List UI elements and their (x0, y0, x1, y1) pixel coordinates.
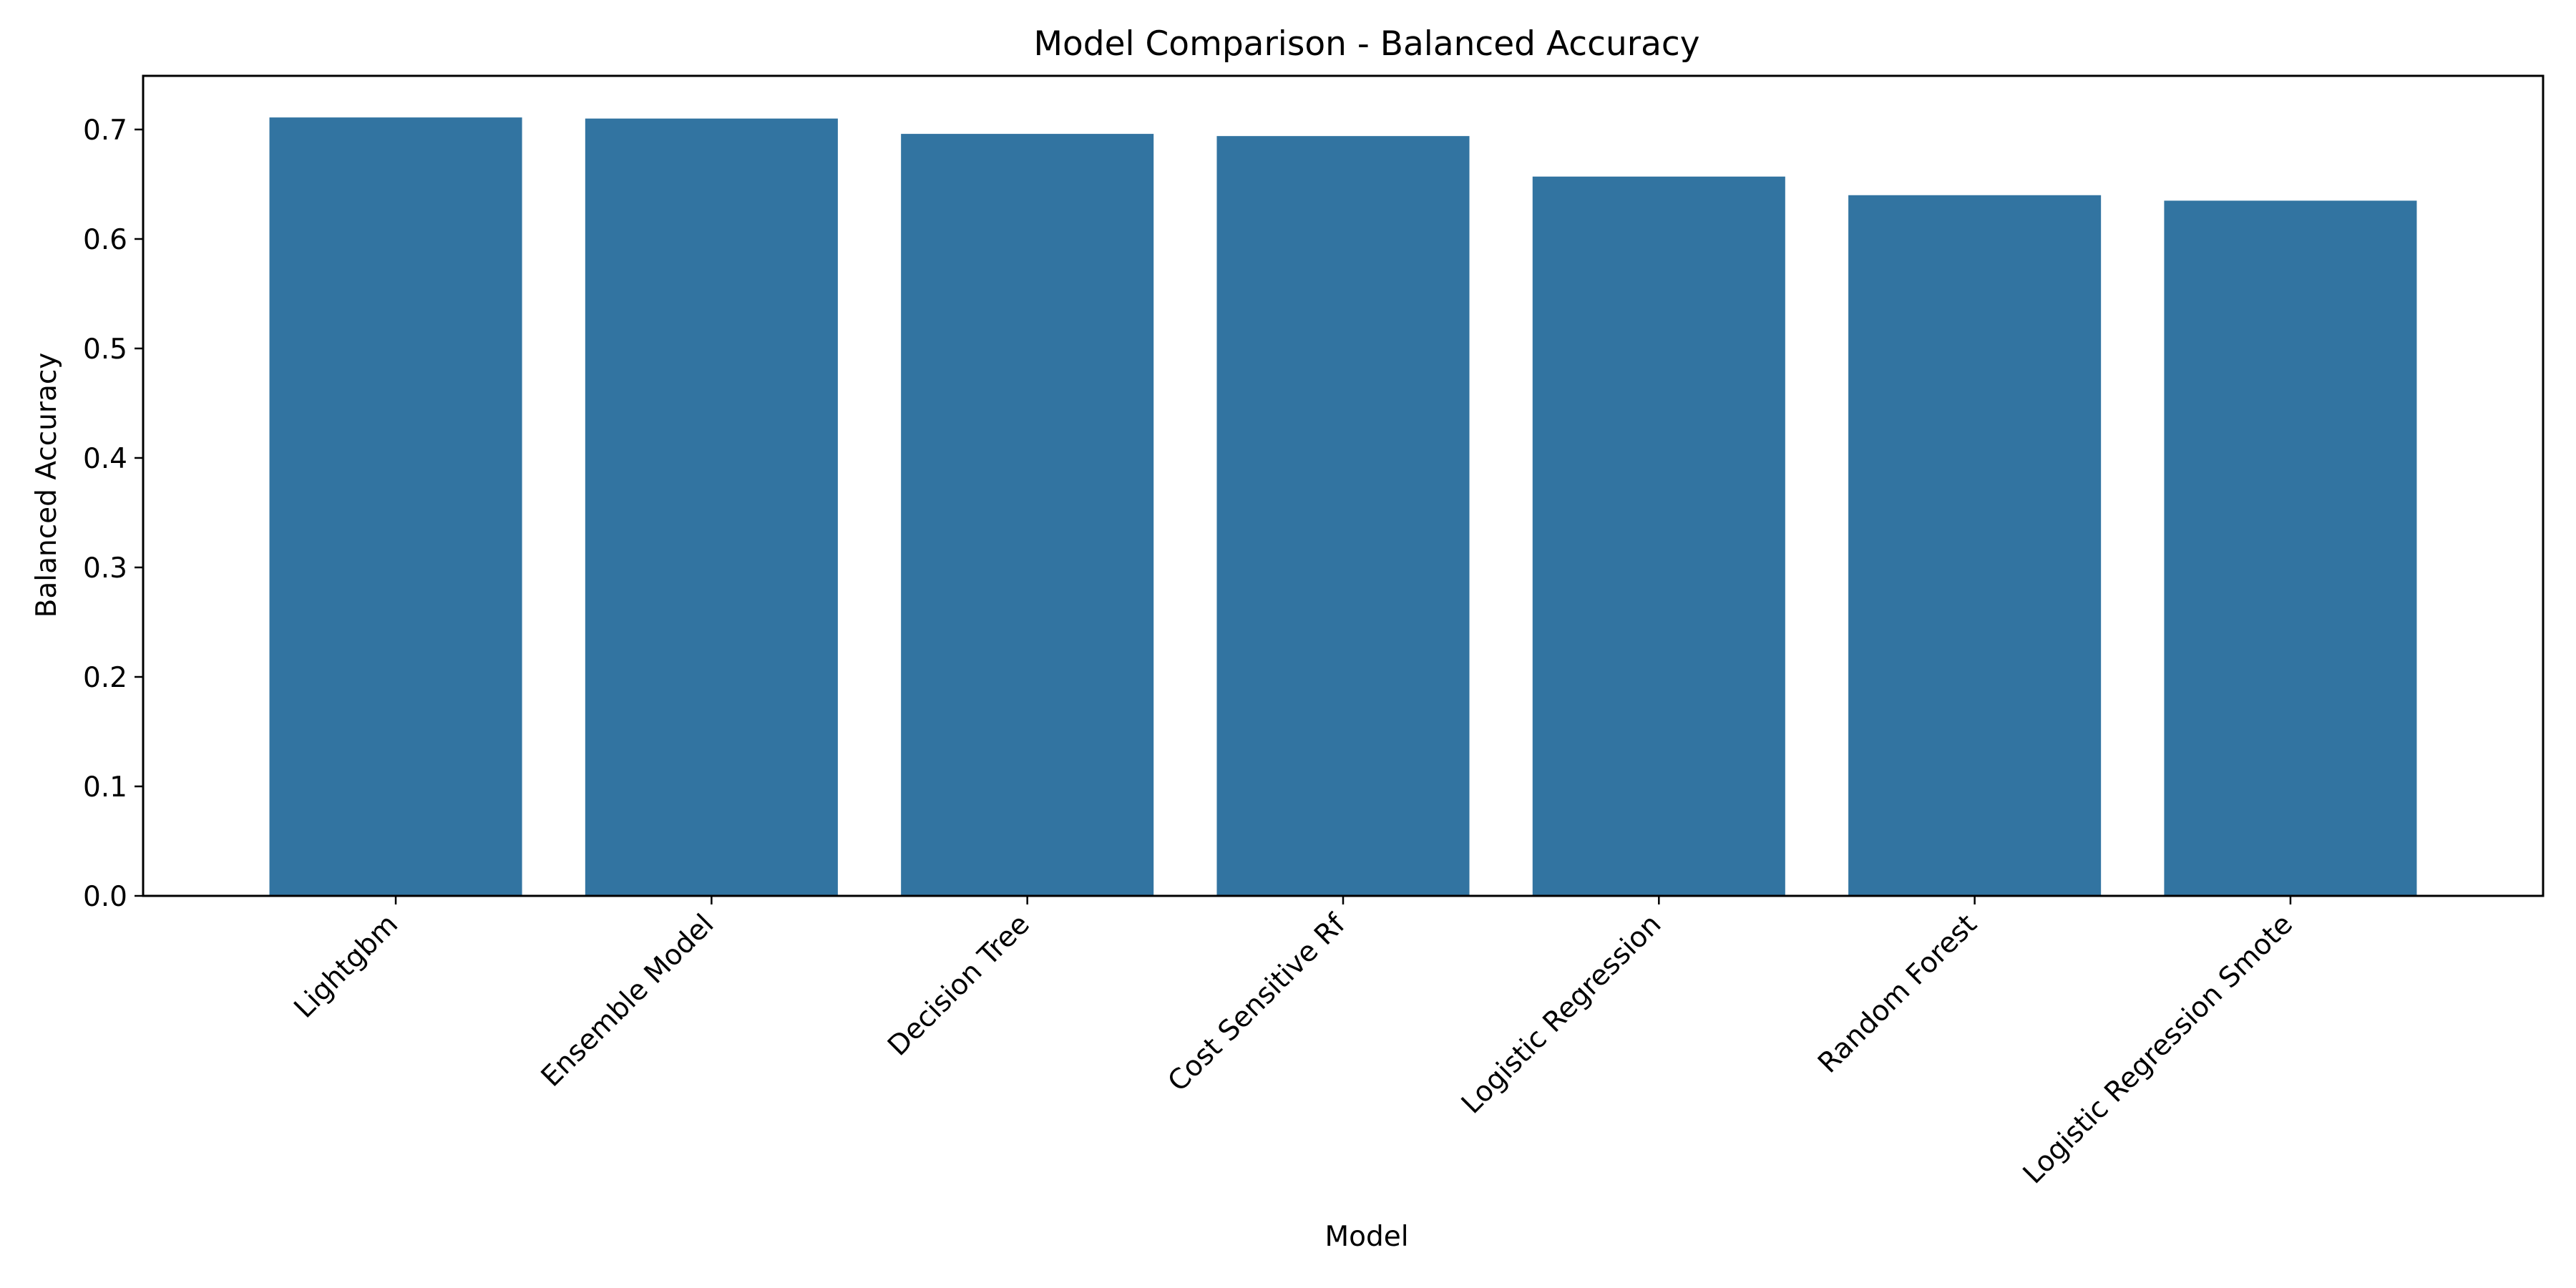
y-tick-label-1: 0.1 (83, 771, 127, 804)
bar-6 (2164, 200, 2417, 896)
x-tick-label-4: Logistic Regression (1455, 908, 1667, 1120)
x-axis-label: Model (1324, 1221, 1408, 1253)
y-tick-label-4: 0.4 (83, 443, 127, 475)
y-tick-label-6: 0.6 (83, 224, 127, 256)
bar-1 (585, 118, 838, 897)
x-tick-label-1: Ensemble Model (535, 908, 721, 1093)
y-tick-label-2: 0.2 (83, 662, 127, 694)
bar-4 (1532, 176, 1785, 897)
y-tick-label-7: 0.7 (83, 114, 127, 147)
x-tick-label-6: Logistic Regression Smote (2017, 908, 2299, 1190)
x-tick-label-2: Decision Tree (882, 908, 1035, 1062)
plot-frame (142, 74, 2545, 897)
bar-0 (269, 117, 522, 897)
y-axis: 0.0 0.1 0.2 0.3 0.4 0.5 0.6 0.7 (83, 114, 143, 913)
y-axis-label: Balanced Accuracy (31, 353, 63, 618)
x-axis: Lightgbm Ensemble Model Decision Tree Cost … (288, 896, 2299, 1190)
chart-title: Model Comparison - Balanced Accuracy (1033, 24, 1699, 64)
bars-group (269, 117, 2417, 897)
y-tick-label-5: 0.5 (83, 333, 127, 366)
x-tick-label-0: Lightgbm (288, 908, 405, 1025)
bar-2 (901, 134, 1154, 896)
y-tick-label-0: 0.0 (83, 881, 127, 913)
bar-5 (1848, 195, 2102, 896)
y-tick-label-3: 0.3 (83, 552, 127, 585)
x-tick-label-5: Random Forest (1812, 908, 1983, 1079)
x-tick-label-3: Cost Sensitive Rf (1162, 907, 1352, 1098)
bar-3 (1216, 136, 1470, 896)
